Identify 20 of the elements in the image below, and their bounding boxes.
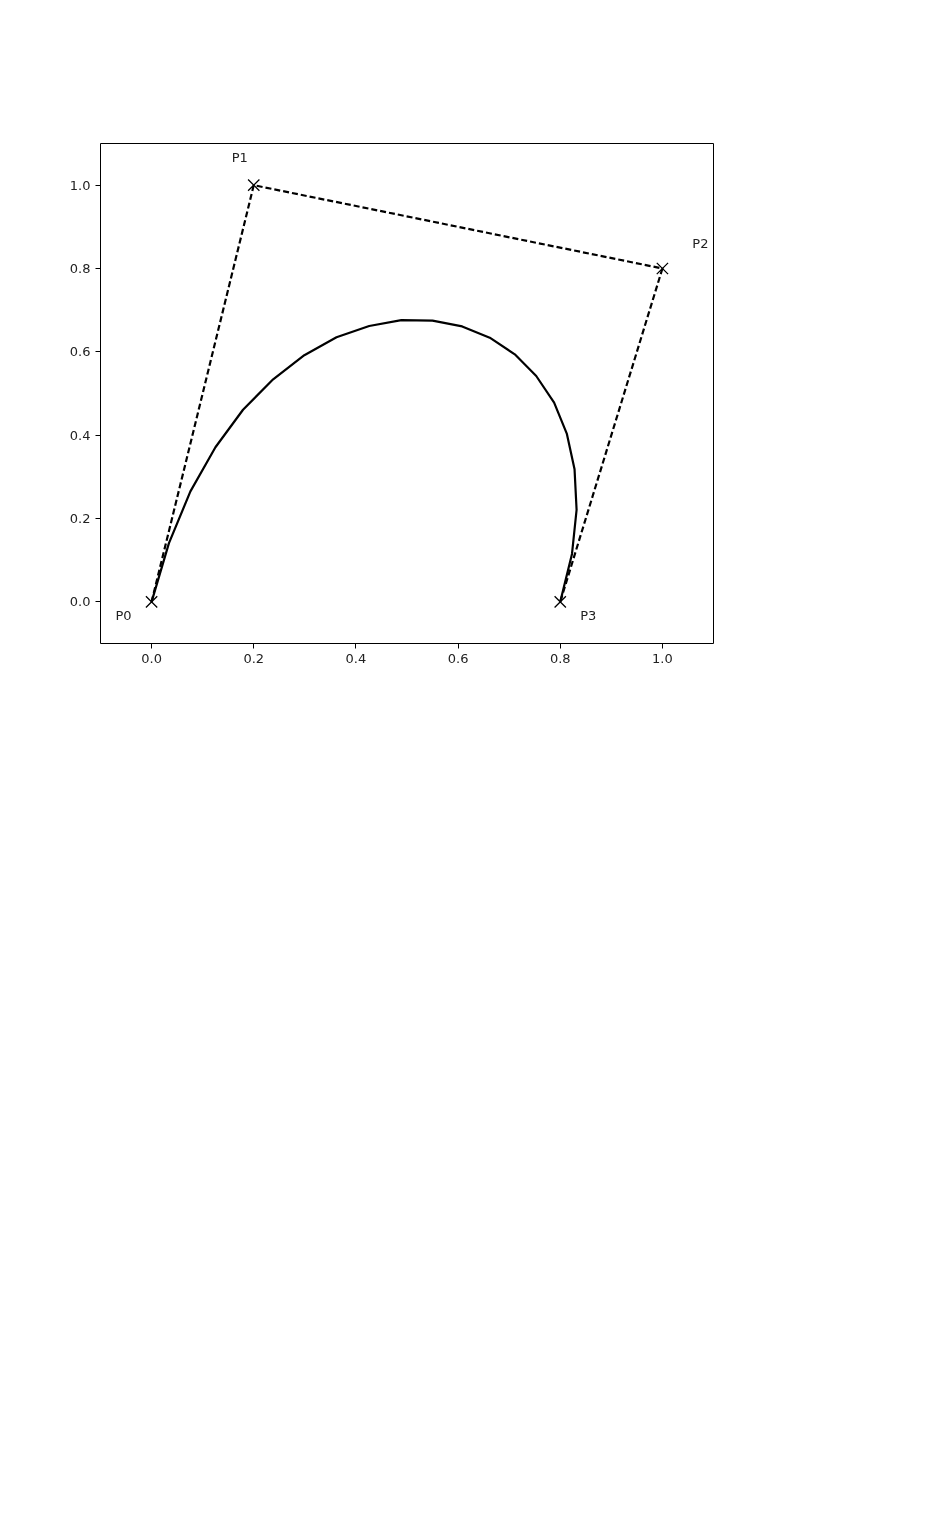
- annotation: P1: [231, 149, 248, 165]
- point: [247, 178, 261, 192]
- x-tick-label: 0.2: [243, 650, 265, 666]
- y-tick-label: 0.2: [69, 511, 91, 526]
- annotation: P2: [692, 236, 709, 251]
- y-tick-label: 0.6: [69, 344, 91, 360]
- x-tick-label: 0.4: [345, 650, 367, 666]
- x-tick-label: 0.0: [141, 650, 162, 666]
- annotation: P3: [580, 608, 597, 624]
- y-tick-label: 1.0: [69, 177, 91, 193]
- y-tick-label: 0.0: [69, 594, 91, 610]
- x-tick-label: 0.6: [447, 650, 469, 666]
- y-tick-label: 0.8: [69, 261, 91, 276]
- point: [145, 595, 158, 609]
- x-tick-label: 1.0: [652, 650, 673, 666]
- y-tick-label: 0.4: [69, 427, 91, 443]
- x-tick-label: 0.8: [549, 650, 571, 666]
- point: [553, 595, 567, 609]
- annotation: P0: [115, 608, 132, 624]
- point: [656, 262, 669, 275]
